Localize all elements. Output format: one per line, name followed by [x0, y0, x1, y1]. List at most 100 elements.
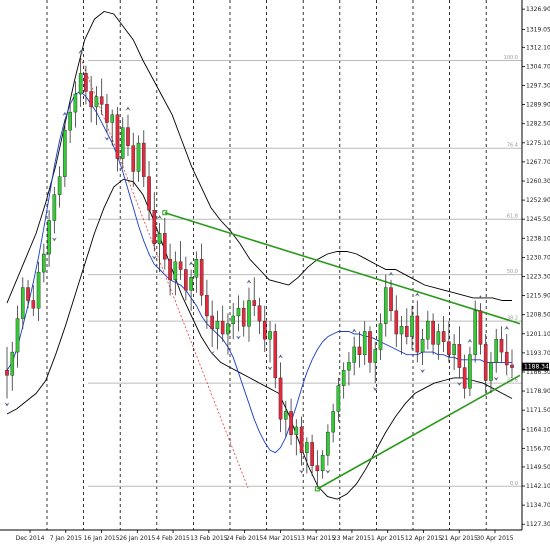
- bearish-candle: [415, 315, 420, 353]
- fractal-up-arrow: [62, 111, 68, 116]
- triangle-anchor: [314, 486, 320, 492]
- bullish-candle: [226, 323, 230, 335]
- y-tick-label: 1149.50: [526, 464, 550, 471]
- zigzag-segment: [80, 57, 249, 489]
- fractal-down-arrow: [267, 366, 273, 371]
- x-tick-label: 4 Feb 2015: [156, 535, 190, 542]
- bearish-candle: [368, 331, 372, 363]
- bearish-candle: [105, 104, 109, 123]
- bullish-candle: [378, 323, 383, 350]
- y-tick-label: 1297.30: [526, 83, 550, 90]
- bullish-candle: [110, 114, 115, 123]
- fractal-up-arrow: [477, 295, 483, 300]
- current-price-box: [522, 362, 549, 371]
- x-tick-label: 21 Apr 2015: [441, 535, 478, 542]
- bearish-candle: [404, 326, 409, 337]
- bullish-candle: [399, 326, 404, 335]
- fractal-down-arrow: [151, 255, 157, 260]
- fractal-up-arrow: [125, 106, 131, 111]
- y-tick-label: 1208.50: [526, 312, 550, 319]
- y-tick-label: 1156.70: [526, 445, 550, 452]
- bearish-candle: [5, 369, 9, 376]
- bullish-candle: [157, 233, 162, 244]
- x-tick-label: 26 Jan 2015: [119, 535, 155, 542]
- bearish-candle: [431, 320, 435, 345]
- bearish-candle: [441, 331, 446, 342]
- fractal-up-arrow: [78, 49, 84, 54]
- bullish-candle: [63, 129, 67, 177]
- fractal-up-arrow: [278, 354, 284, 359]
- bearish-candle: [131, 145, 136, 172]
- bullish-candle: [268, 331, 272, 340]
- bullish-candle: [136, 142, 141, 172]
- bearish-candle: [278, 377, 283, 420]
- bearish-candle: [141, 142, 146, 177]
- x-tick-label: 7 Jan 2015: [50, 535, 82, 542]
- bearish-candle: [299, 426, 304, 453]
- fractal-down-arrow: [325, 469, 331, 474]
- fib-label: 38.2: [507, 316, 518, 322]
- bullish-candle: [94, 96, 99, 108]
- bullish-candle: [410, 315, 414, 337]
- bullish-candle: [336, 385, 341, 412]
- fractal-down-arrow: [4, 402, 10, 407]
- bullish-candle: [57, 176, 62, 195]
- y-tick-label: 1282.50: [526, 121, 550, 128]
- y-tick-label: 1312.10: [526, 44, 550, 51]
- bullish-candle: [383, 287, 388, 324]
- y-tick-label: 1186.30: [526, 369, 550, 376]
- y-tick-label: 1193.70: [526, 350, 550, 357]
- y-tick-label: 1178.90: [526, 388, 550, 395]
- fib-label: 100.0: [504, 55, 518, 61]
- bearish-candle: [199, 258, 204, 296]
- bullish-candle: [236, 308, 241, 317]
- bearish-candle: [84, 73, 88, 92]
- fractal-up-arrow: [467, 338, 473, 343]
- time-axis: Dec 2014 7 Jan 2015 16 Jan 2015 26 Jan 2015…: [16, 530, 514, 542]
- fib-label: 50.0: [507, 269, 518, 275]
- current-price-value: 1188.34: [524, 364, 549, 371]
- x-tick-label: 13 Feb 2015: [190, 535, 228, 542]
- fractal-up-arrow: [504, 326, 510, 331]
- bearish-candle: [220, 320, 225, 335]
- bearish-candle: [357, 346, 362, 355]
- triangle-upper-line: [164, 211, 521, 325]
- bearish-candle: [457, 344, 462, 368]
- fib-label: 61.8: [507, 214, 518, 220]
- fractal-down-arrow: [104, 136, 110, 141]
- x-tick-label: 1 Apr 2015: [371, 535, 404, 542]
- fractal-down-arrow: [456, 381, 462, 386]
- bearish-candle: [510, 364, 514, 368]
- triangle-anchor: [162, 210, 168, 216]
- triangle-lower-line: [316, 374, 521, 490]
- bullish-candle: [473, 310, 477, 355]
- y-tick-label: 1142.10: [526, 483, 550, 490]
- bullish-candle: [341, 369, 346, 386]
- x-tick-label: Dec 2014: [16, 535, 45, 542]
- zigzag-line: [80, 57, 249, 489]
- y-tick-label: 1164.10: [526, 426, 550, 433]
- bearish-candle: [499, 338, 504, 353]
- bearish-candle: [168, 258, 172, 281]
- bullish-candle: [15, 318, 20, 353]
- bullish-candle: [10, 351, 15, 376]
- bollinger-upper-band: [6, 11, 512, 304]
- price-axis: 1326.90 1319.05 1312.10 1304.70 1297.30 1289.…: [522, 6, 550, 528]
- bullish-candle: [352, 346, 356, 363]
- bearish-candle: [257, 305, 262, 322]
- x-tick-label: 30 Apr 2015: [476, 535, 513, 542]
- fractal-up-arrow: [351, 328, 357, 333]
- bullish-candle: [347, 362, 351, 371]
- x-tick-label: 23 Mar 2015: [333, 535, 371, 542]
- triangle-pattern: [162, 210, 521, 492]
- y-tick-label: 1260.30: [526, 178, 550, 185]
- bearish-candle: [315, 465, 320, 472]
- bullish-candle: [247, 300, 251, 327]
- bullish-candle: [494, 338, 499, 363]
- y-tick-label: 1304.70: [526, 63, 550, 70]
- bullish-candle: [173, 261, 178, 281]
- bearish-candle: [126, 127, 130, 146]
- bullish-candle: [452, 344, 456, 355]
- bullish-candle: [189, 277, 193, 291]
